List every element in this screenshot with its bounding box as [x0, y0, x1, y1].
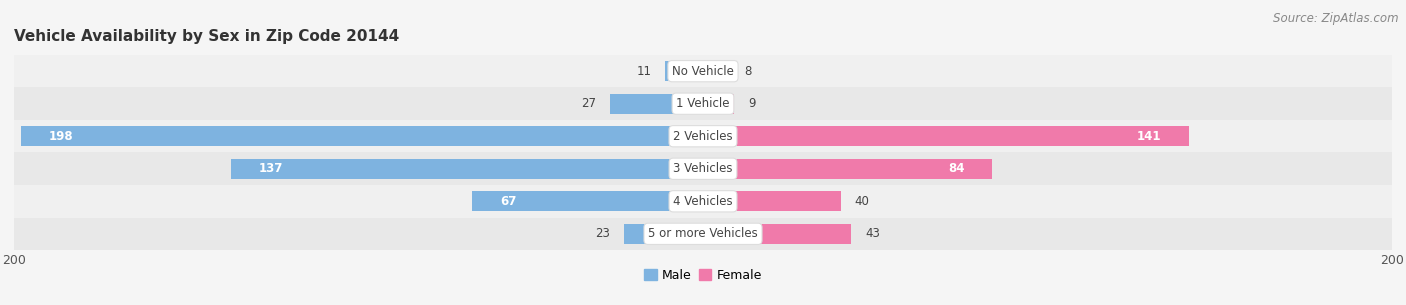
Bar	[665, 61, 703, 81]
Text: 198: 198	[48, 130, 73, 143]
Bar	[624, 224, 703, 244]
Text: 137: 137	[259, 162, 283, 175]
Text: 2 Vehicles: 2 Vehicles	[673, 130, 733, 143]
Text: 43: 43	[865, 227, 880, 240]
Bar	[231, 159, 703, 179]
Text: 84: 84	[948, 162, 965, 175]
Text: 23: 23	[595, 227, 610, 240]
Bar	[14, 120, 1392, 152]
Text: 11: 11	[637, 65, 651, 78]
Bar	[703, 94, 734, 114]
Text: Vehicle Availability by Sex in Zip Code 20144: Vehicle Availability by Sex in Zip Code …	[14, 29, 399, 44]
Text: 9: 9	[748, 97, 755, 110]
Text: 67: 67	[499, 195, 516, 208]
Legend: Male, Female: Male, Female	[640, 264, 766, 287]
Bar	[14, 217, 1392, 250]
Bar	[472, 191, 703, 211]
Text: 5 or more Vehicles: 5 or more Vehicles	[648, 227, 758, 240]
Text: 4 Vehicles: 4 Vehicles	[673, 195, 733, 208]
Bar	[14, 185, 1392, 217]
Bar	[14, 55, 1392, 88]
Text: Source: ZipAtlas.com: Source: ZipAtlas.com	[1274, 12, 1399, 25]
Bar	[703, 224, 851, 244]
Text: No Vehicle: No Vehicle	[672, 65, 734, 78]
Bar	[703, 159, 993, 179]
Bar	[14, 88, 1392, 120]
Text: 8: 8	[744, 65, 752, 78]
Text: 1 Vehicle: 1 Vehicle	[676, 97, 730, 110]
Text: 40: 40	[855, 195, 869, 208]
Text: 141: 141	[1136, 130, 1161, 143]
Bar	[610, 94, 703, 114]
Bar	[703, 61, 731, 81]
Bar	[703, 191, 841, 211]
Text: 3 Vehicles: 3 Vehicles	[673, 162, 733, 175]
Text: 27: 27	[581, 97, 596, 110]
Bar	[14, 152, 1392, 185]
Bar	[21, 126, 703, 146]
Bar	[703, 126, 1188, 146]
